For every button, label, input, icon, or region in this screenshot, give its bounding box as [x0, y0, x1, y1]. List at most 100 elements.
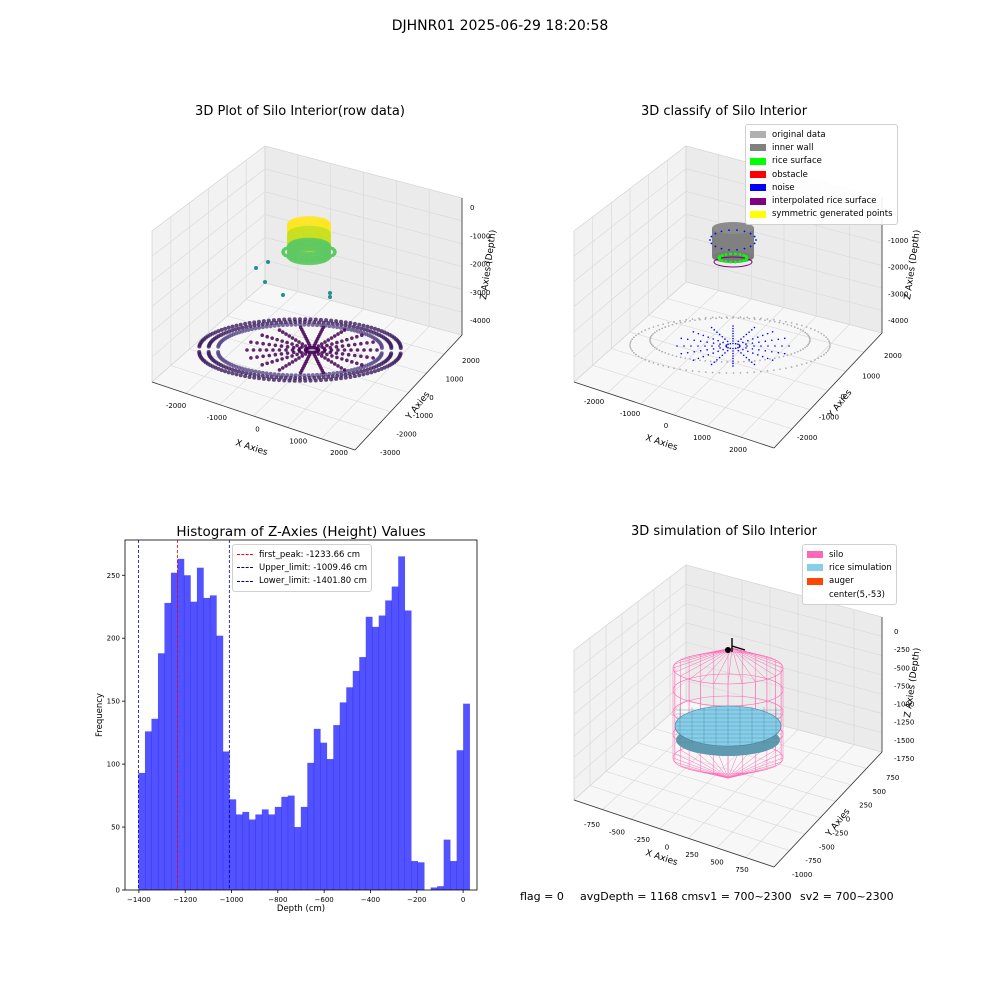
tick-label: -2000 — [166, 402, 186, 410]
data-point — [335, 322, 340, 327]
data-point — [675, 322, 678, 325]
data-point — [728, 229, 730, 232]
legend-swatch — [807, 564, 823, 572]
data-point — [804, 331, 807, 334]
data-point — [779, 319, 781, 322]
data-point — [823, 334, 825, 337]
data-point — [261, 354, 265, 359]
data-point — [718, 371, 721, 374]
legend-swatch — [750, 131, 766, 139]
tick-label: 750 — [886, 774, 899, 782]
data-point — [269, 321, 274, 326]
x-axis-line — [573, 381, 775, 449]
data-point — [632, 336, 635, 339]
data-point — [707, 336, 710, 338]
data-point — [742, 259, 746, 263]
data-point — [715, 360, 718, 363]
data-point — [813, 358, 816, 361]
histogram-bar — [404, 610, 412, 890]
data-point — [748, 317, 751, 320]
data-point — [774, 345, 776, 347]
histogram-bar — [268, 814, 276, 890]
data-point — [737, 360, 740, 363]
tick-label: 2000 — [884, 352, 902, 360]
tick-label: -2000 — [584, 398, 604, 406]
data-point — [257, 376, 262, 381]
data-point — [691, 370, 694, 372]
data-point — [807, 343, 810, 346]
tick-label: -1000 — [413, 412, 433, 420]
data-point — [289, 256, 294, 260]
data-point — [216, 329, 221, 334]
data-point — [260, 322, 265, 327]
data-point — [389, 344, 394, 349]
data-point — [724, 259, 728, 263]
silo-roof-line — [731, 647, 776, 677]
panel1-axes-box — [151, 145, 463, 451]
grid-line — [653, 589, 852, 786]
grid-line — [573, 191, 883, 282]
histogram-bar — [164, 602, 172, 890]
tick-label: −200 — [407, 896, 426, 904]
data-point — [279, 344, 284, 348]
legend-label: symmetric generated points — [772, 209, 893, 220]
data-point — [711, 371, 714, 374]
histogram-bar — [235, 814, 243, 890]
data-point — [328, 254, 332, 259]
data-point — [280, 357, 284, 361]
data-point — [266, 318, 271, 323]
histogram-bar — [333, 725, 341, 890]
data-point — [712, 352, 715, 354]
data-point — [285, 355, 289, 360]
legend-label: noise — [772, 182, 795, 193]
data-point — [710, 326, 713, 329]
data-point — [748, 359, 750, 361]
data-point — [355, 325, 360, 330]
data-point — [339, 322, 344, 327]
data-point — [771, 359, 774, 361]
data-point — [769, 320, 771, 322]
data-point — [336, 332, 340, 336]
data-point — [808, 336, 811, 338]
histogram-bar — [359, 657, 367, 890]
data-point — [346, 327, 351, 332]
histogram-bar — [138, 772, 146, 890]
data-point — [321, 325, 326, 330]
data-point — [304, 242, 309, 246]
data-point — [732, 372, 735, 374]
data-point — [753, 326, 756, 329]
data-point — [785, 320, 787, 323]
legend-entry: interpolated rice surface — [750, 194, 893, 207]
legend-label: inner wall — [772, 142, 814, 153]
figure-title: DJHNR01 2025-06-29 18:20:58 — [391, 18, 609, 34]
legend-swatch — [750, 157, 766, 165]
data-point — [287, 362, 292, 366]
data-point — [244, 324, 249, 329]
data-point — [247, 374, 252, 379]
tick-label: -250 — [894, 646, 910, 654]
data-point — [359, 326, 364, 331]
data-point — [753, 242, 756, 245]
data-point — [275, 358, 279, 363]
data-point — [802, 348, 804, 350]
legend-label: center(5,-53) — [829, 589, 885, 600]
data-point — [667, 324, 670, 327]
data-point — [753, 371, 756, 374]
data-point — [709, 239, 711, 241]
data-point — [223, 326, 228, 331]
data-point — [793, 352, 796, 354]
data-point — [662, 323, 664, 326]
data-point — [357, 373, 362, 378]
data-point — [698, 317, 700, 320]
data-point — [342, 368, 347, 372]
data-point — [238, 322, 243, 327]
data-point — [726, 349, 729, 352]
data-point — [796, 327, 799, 330]
data-point — [350, 336, 354, 340]
data-point — [777, 338, 780, 341]
data-point — [649, 340, 652, 343]
data-point — [339, 373, 344, 378]
data-point — [287, 317, 292, 322]
histogram-bar — [242, 811, 250, 890]
data-point — [382, 365, 387, 370]
